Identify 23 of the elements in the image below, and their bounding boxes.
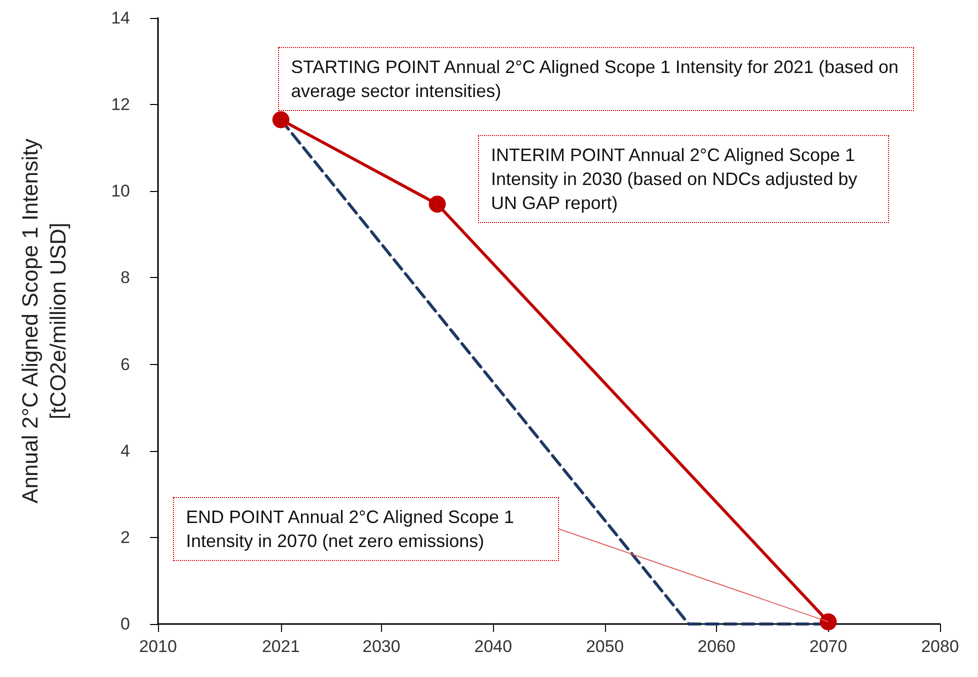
- x-tick-label: 2080: [921, 637, 959, 656]
- point: [272, 111, 290, 128]
- x-tick-label: 2070: [809, 637, 848, 656]
- y-tick-label: 0: [120, 614, 130, 634]
- x-tick-label: 2040: [474, 637, 512, 656]
- y-tick-label: 4: [120, 441, 130, 460]
- y-tick-label: 6: [120, 354, 130, 374]
- y-tick-label: 12: [111, 95, 130, 114]
- y-tick-label: 10: [111, 182, 130, 201]
- x-tick-label: 2021: [262, 637, 300, 656]
- annotation: INTERIM POINT Annual 2°C Aligned Scope 1 Intensity in 2030 (based on NDCs adjusted by UN GAP report): [478, 135, 889, 223]
- y-axis-title: Annual 2°C Aligned Scope 1 Intensity [tCO2e/million USD]: [18, 138, 70, 504]
- x-tick-label: 2050: [586, 637, 624, 656]
- x-tick-label: 2030: [362, 637, 400, 656]
- y-tick-label: 8: [120, 268, 130, 288]
- x-tick-label: 2060: [698, 637, 736, 656]
- point: [428, 196, 446, 213]
- y-tick-label: 14: [111, 8, 130, 28]
- point: [820, 613, 837, 630]
- annotation: END POINT Annual 2°C Aligned Scope 1 Intensity in 2070 (net zero emissions): [173, 497, 559, 561]
- annotation: STARTING POINT Annual 2°C Aligned Scope 1 Intensity for 2021 (based on average sector intensities): [278, 47, 914, 111]
- x-tick-label: 2010: [139, 637, 177, 656]
- y-tick-label: 2: [120, 528, 130, 547]
